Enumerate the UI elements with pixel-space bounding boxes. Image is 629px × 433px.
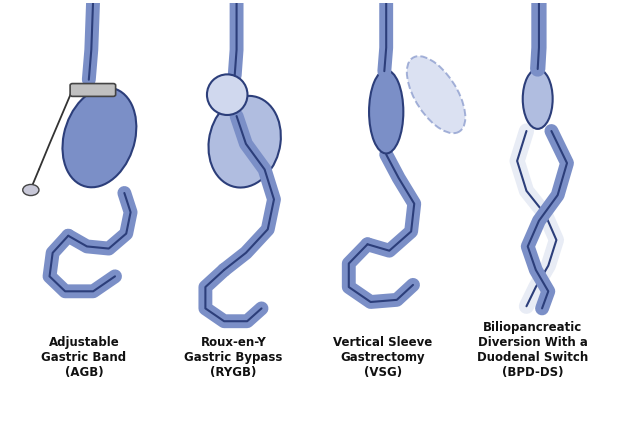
Text: Vertical Sleeve
Gastrectomy
(VSG): Vertical Sleeve Gastrectomy (VSG) <box>333 336 433 379</box>
Text: Biliopancreatic
Diversion With a
Duodenal Switch
(BPD-DS): Biliopancreatic Diversion With a Duodena… <box>477 321 588 379</box>
Ellipse shape <box>407 56 465 133</box>
FancyBboxPatch shape <box>70 84 116 97</box>
Ellipse shape <box>207 74 247 115</box>
Circle shape <box>23 184 39 196</box>
Ellipse shape <box>523 69 553 129</box>
Text: Roux-en-Y
Gastric Bypass
(RYGB): Roux-en-Y Gastric Bypass (RYGB) <box>184 336 282 379</box>
Ellipse shape <box>208 96 281 187</box>
Ellipse shape <box>369 70 403 153</box>
Text: Adjustable
Gastric Band
(AGB): Adjustable Gastric Band (AGB) <box>42 336 126 379</box>
Ellipse shape <box>62 87 136 187</box>
